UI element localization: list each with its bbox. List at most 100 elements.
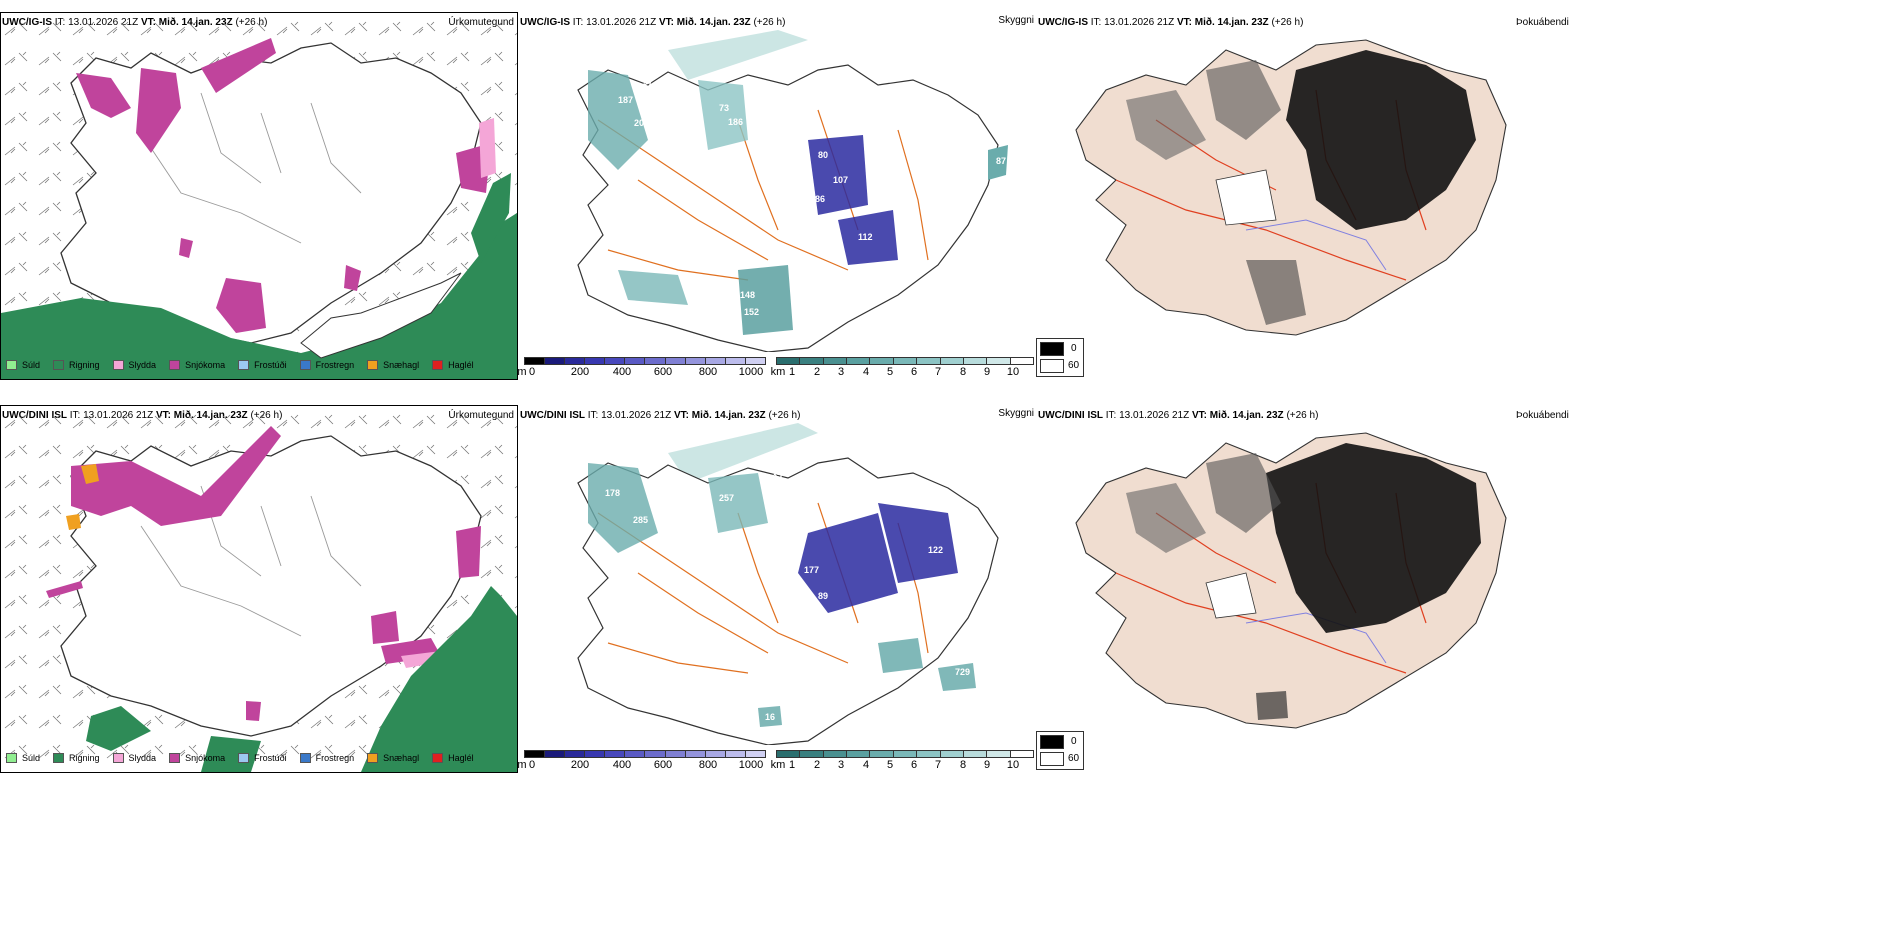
panel-header: UWC/DINI ISL IT: 13.01.2026 21Z VT: Mið.… xyxy=(1038,410,1318,421)
cloud-panel-1: UWC/IG-IS IT: 13.01.2026 21Z VT: Mið. 14… xyxy=(518,0,1036,380)
height-scale-ticks: m 0 200 400 600 800 1000 xyxy=(518,759,778,773)
cloud-area xyxy=(588,463,658,553)
visibility-scale-ticks: km 1 2 3 4 5 6 7 8 9 10 xyxy=(770,759,1036,773)
colorbar-cell xyxy=(799,357,823,365)
model-name: UWC/DINI ISL xyxy=(1038,410,1103,421)
legend-swatch xyxy=(1040,752,1064,766)
scale-tick: 5 xyxy=(886,759,894,771)
map-area xyxy=(1066,30,1566,350)
colorbar-cell xyxy=(744,750,766,758)
iceland-outline xyxy=(577,64,999,352)
fog-area xyxy=(1266,443,1481,633)
scale-tick: 0 xyxy=(528,759,536,771)
colorbar-cell xyxy=(624,357,645,365)
cloud-area xyxy=(758,706,782,727)
height-label: 201 xyxy=(668,489,683,499)
fog-legend: 0 60 xyxy=(1036,731,1084,770)
scale-tick: 9 xyxy=(983,759,991,771)
vt-label: VT: xyxy=(673,410,689,421)
height-label: 73 xyxy=(719,103,729,113)
dense-cloud-area xyxy=(808,135,868,215)
legend-label: Slydda xyxy=(128,360,157,370)
scale-tick: 6 xyxy=(910,759,918,771)
river-lines xyxy=(1245,219,1387,271)
teal-haze xyxy=(668,423,818,483)
scale-unit: m xyxy=(518,759,527,771)
colorbar-cell xyxy=(846,357,870,365)
rain-area xyxy=(1,213,517,379)
visibility-scale-ticks: km 1 2 3 4 5 6 7 8 9 10 xyxy=(770,366,1036,380)
map-frame xyxy=(0,405,518,773)
colorbar-cell xyxy=(604,357,625,365)
height-label: 729 xyxy=(955,667,970,677)
scale-tick: 1 xyxy=(788,366,796,378)
legend-label: 0 xyxy=(1071,343,1077,354)
height-label: 285 xyxy=(633,515,648,525)
colorbar-cell xyxy=(1009,750,1034,758)
colorbar-cell xyxy=(684,357,705,365)
panel-title: Þokuábendi xyxy=(1516,17,1569,28)
precip-type-map xyxy=(1,13,517,379)
scale-tick: 10 xyxy=(1006,366,1020,378)
scale-tick: 800 xyxy=(698,366,718,378)
legend-swatch xyxy=(367,753,379,763)
legend-swatch xyxy=(299,360,311,370)
legend-label: Snæhagl xyxy=(383,360,420,370)
legend-label: Snæhagl xyxy=(383,753,420,763)
snow-area xyxy=(136,68,181,153)
legend-item-freezing-rain: Frostregn xyxy=(299,360,354,370)
scale-tick: 2 xyxy=(813,759,821,771)
lead-time: (+26 h) xyxy=(1271,17,1304,28)
precip-type-panel-2: UWC/DINI ISL IT: 13.01.2026 21Z VT: Mið.… xyxy=(0,393,518,773)
legend-swatch xyxy=(299,753,311,763)
panel-header: UWC/IG-IS IT: 13.01.2026 21Z VT: Mið. 14… xyxy=(1038,17,1303,28)
colorbar-cell xyxy=(644,357,665,365)
precip-legend: Súld Rigning Slydda Snjókoma Frostúði Fr… xyxy=(6,753,487,763)
road-lines xyxy=(1115,482,1427,674)
glacier xyxy=(1205,572,1257,619)
height-label: 208 xyxy=(634,118,649,128)
colorbar-cell xyxy=(564,357,585,365)
map-area: 23 201 178 257 148 35 285 104 177 89 121… xyxy=(518,423,1036,745)
snow-area xyxy=(46,581,83,598)
scale-tick: 7 xyxy=(934,366,942,378)
cloud-area xyxy=(618,270,688,305)
height-label: 87 xyxy=(996,156,1006,166)
colorbar-cell xyxy=(624,750,645,758)
fog-map xyxy=(1075,39,1507,336)
snow-pellets-area xyxy=(81,464,99,484)
legend-label: Frostúði xyxy=(254,360,287,370)
legend-label: 60 xyxy=(1068,360,1080,371)
colorbar-cell xyxy=(892,750,917,758)
legend-swatch xyxy=(112,753,124,763)
snow-area xyxy=(246,701,261,721)
legend-label: Súld xyxy=(22,753,41,763)
vt-label: VT: xyxy=(1176,17,1192,28)
colorbar-cell xyxy=(564,750,585,758)
legend-swatch xyxy=(53,360,65,370)
height-label: 257 xyxy=(719,493,734,503)
vt-value: Mið. 14.jan. 23Z xyxy=(1209,410,1284,421)
road-lines xyxy=(1115,89,1427,281)
colorbar-cell xyxy=(584,357,605,365)
legend-swatch xyxy=(112,360,124,370)
legend-item-freezing-drizzle: Frostúði xyxy=(238,360,287,370)
legend-label: Rigning xyxy=(69,753,100,763)
scale-tick: 600 xyxy=(653,366,673,378)
height-label: 138 xyxy=(651,99,666,109)
river-lines xyxy=(140,92,362,244)
panel-header: UWC/IG-IS IT: 13.01.2026 21Z VT: Mið. 14… xyxy=(520,17,785,28)
height-label: 89 xyxy=(818,591,828,601)
legend-swatch xyxy=(169,753,181,763)
colorbar-cell xyxy=(939,357,963,365)
it-label: IT: xyxy=(1090,17,1102,28)
height-colorbar xyxy=(524,750,766,758)
it-value: 13.01.2026 21Z xyxy=(586,17,657,28)
colorbar-cell xyxy=(892,357,917,365)
legend-swatch xyxy=(6,360,17,370)
cloud-area xyxy=(938,663,976,691)
fog-area xyxy=(1206,453,1281,533)
colorbar-cell xyxy=(846,750,870,758)
visibility-colorbar xyxy=(776,357,1034,365)
colorbar-cell xyxy=(544,357,565,365)
